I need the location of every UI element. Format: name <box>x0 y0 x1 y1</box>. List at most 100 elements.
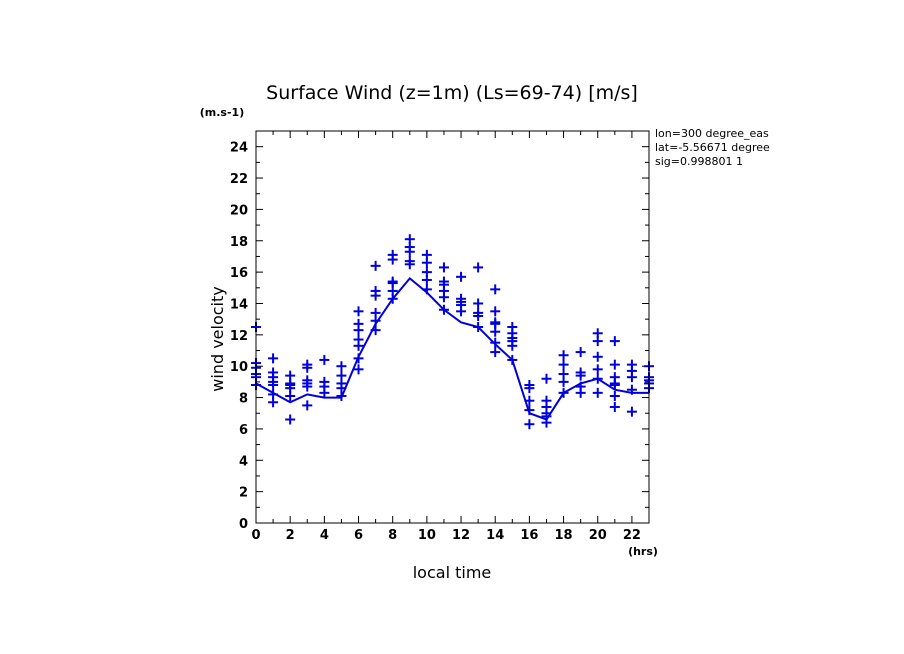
scatter-point <box>524 395 535 406</box>
scatter-point <box>438 292 449 303</box>
x-tick-label: 10 <box>418 528 436 543</box>
scatter-point <box>609 380 620 391</box>
scatter-point <box>626 384 637 395</box>
scatter-point <box>575 387 586 398</box>
y-tick-label: 6 <box>239 423 248 438</box>
scatter-point <box>353 325 364 336</box>
x-tick-label: 0 <box>251 528 260 543</box>
scatter-point <box>490 326 501 337</box>
scatter-point <box>370 315 381 326</box>
scatter-point <box>609 401 620 412</box>
scatter-point <box>404 259 415 270</box>
x-tick-label: 20 <box>589 528 607 543</box>
y-tick-label: 2 <box>239 486 248 501</box>
scatter-point <box>285 414 296 425</box>
scatter-point <box>370 325 381 336</box>
y-tick-label: 12 <box>230 329 248 344</box>
scatter-point <box>524 405 535 416</box>
scatter-point <box>319 387 330 398</box>
scatter-point <box>592 336 603 347</box>
y-tick-label: 24 <box>230 141 248 156</box>
x-tick-label: 8 <box>388 528 397 543</box>
y-axis-label: wind velocity <box>208 286 227 391</box>
axis-ticks <box>255 130 650 524</box>
scatter-point <box>353 353 364 364</box>
x-tick-label: 14 <box>486 528 504 543</box>
y-tick-label: 14 <box>230 297 248 312</box>
scatter-point <box>609 390 620 401</box>
data-series <box>251 234 654 430</box>
scatter-point <box>592 364 603 375</box>
y-tick-label: 22 <box>230 172 248 187</box>
scatter-point <box>353 364 364 375</box>
scatter-point <box>490 284 501 295</box>
scatter-point <box>404 246 415 257</box>
x-tick-label: 16 <box>520 528 538 543</box>
y-tick-label: 0 <box>239 517 248 532</box>
y-tick-label: 16 <box>230 266 248 281</box>
scatter-point <box>558 350 569 361</box>
scatter-point <box>473 311 484 322</box>
scatter-point <box>370 290 381 301</box>
scatter-point <box>558 376 569 387</box>
scatter-point <box>421 274 432 285</box>
x-tick-label: 22 <box>623 528 641 543</box>
scatter-point <box>302 362 313 373</box>
x-tick-label: 12 <box>452 528 470 543</box>
scatter-point <box>302 400 313 411</box>
x-tick-label: 6 <box>354 528 363 543</box>
scatter-point <box>353 306 364 317</box>
scatter-point <box>268 397 279 408</box>
info-lon: lon=300 degree_eas <box>655 127 769 140</box>
scatter-point <box>473 322 484 332</box>
y-tick-label: 10 <box>230 360 248 375</box>
scatter-point <box>490 347 501 358</box>
scatter-point <box>456 271 467 282</box>
scatter-point <box>490 306 501 317</box>
scatter-point <box>387 254 398 265</box>
scatter-point <box>438 304 449 315</box>
scatter-point <box>575 370 586 381</box>
scatter-point <box>473 298 484 309</box>
scatter-point <box>626 372 637 383</box>
scatter-point <box>507 354 518 365</box>
scatter-point <box>507 340 518 351</box>
scatter-point <box>336 390 347 401</box>
scatter-point <box>558 387 569 398</box>
scatter-point <box>387 276 398 287</box>
scatter-point <box>541 417 552 428</box>
scatter-point <box>609 359 620 370</box>
scatter-point <box>541 373 552 384</box>
scatter-point <box>456 306 467 317</box>
scatter-point <box>285 390 296 401</box>
chart-title: Surface Wind (z=1m) (Ls=69-74) [m/s] <box>266 82 638 104</box>
y-tick-label: 20 <box>230 203 248 218</box>
x-tick-label: 18 <box>555 528 573 543</box>
scatter-point <box>353 340 364 351</box>
scatter-point <box>558 359 569 370</box>
scatter-point <box>609 336 620 347</box>
scatter-point <box>592 387 603 398</box>
scatter-point <box>319 354 330 365</box>
scatter-point <box>524 383 535 394</box>
scatter-point <box>387 293 398 304</box>
scatter-point <box>575 347 586 358</box>
info-sig: sig=0.998801 1 <box>655 155 743 168</box>
scatter-point <box>438 262 449 273</box>
scatter-point <box>592 351 603 362</box>
x-axis-label: local time <box>413 563 492 582</box>
y-axis-unit: (m.s-1) <box>200 106 244 119</box>
y-tick-label: 18 <box>230 235 248 250</box>
scatter-point <box>268 380 279 391</box>
scatter-point <box>421 257 432 268</box>
mean-line <box>255 276 649 421</box>
x-axis-unit: (hrs) <box>628 545 658 558</box>
scatter-point <box>370 260 381 271</box>
x-tick-label: 2 <box>286 528 295 543</box>
scatter-point <box>592 373 603 384</box>
scatter-point <box>302 381 313 392</box>
scatter-point <box>490 337 501 348</box>
scatter-point <box>626 406 637 417</box>
